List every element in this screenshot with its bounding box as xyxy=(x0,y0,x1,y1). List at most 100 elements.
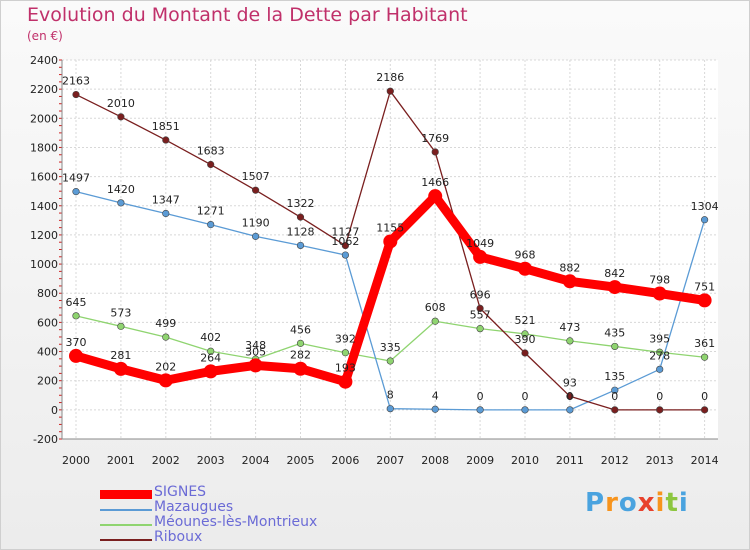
data-label: 696 xyxy=(470,288,491,301)
y-tick-label: 1600 xyxy=(30,171,58,184)
data-point xyxy=(293,361,308,376)
data-point xyxy=(338,374,353,389)
data-point xyxy=(566,406,574,414)
data-point xyxy=(700,353,709,361)
data-label: 1683 xyxy=(197,145,225,158)
data-label: 402 xyxy=(200,331,221,344)
data-label: 305 xyxy=(245,345,266,358)
y-tick-label: 200 xyxy=(37,375,58,388)
data-point xyxy=(162,209,170,218)
y-tick-label: 0 xyxy=(51,404,58,417)
legend-swatch-meounes xyxy=(100,524,152,526)
x-tick-label: 2013 xyxy=(646,454,674,467)
data-label: 2010 xyxy=(107,97,135,110)
legend-swatch-signes xyxy=(100,490,152,499)
data-point xyxy=(700,406,709,414)
data-point xyxy=(383,234,398,249)
data-label: 751 xyxy=(694,280,715,293)
data-label: 608 xyxy=(425,301,446,314)
data-point xyxy=(207,160,215,169)
chart-title: Evolution du Montant de la Dette par Hab… xyxy=(27,4,468,26)
logo-letter: x xyxy=(637,488,656,518)
chart-subtitle: (en €) xyxy=(27,29,63,43)
data-point xyxy=(72,90,80,99)
data-point xyxy=(117,322,125,330)
data-point xyxy=(117,199,125,207)
data-point xyxy=(611,342,619,351)
data-label: 499 xyxy=(155,317,176,330)
legend-label-riboux: Riboux xyxy=(154,529,203,545)
data-point xyxy=(521,349,529,357)
data-point xyxy=(158,373,173,388)
data-label: 282 xyxy=(290,349,311,362)
data-point xyxy=(72,312,80,320)
data-label: 0 xyxy=(701,390,708,403)
data-label: 557 xyxy=(470,309,491,322)
data-point xyxy=(476,325,484,333)
data-label: 882 xyxy=(559,261,580,274)
y-tick-label: 800 xyxy=(37,287,58,300)
data-label: 0 xyxy=(477,390,484,403)
data-point xyxy=(652,286,667,301)
data-label: 335 xyxy=(380,341,401,354)
data-point xyxy=(566,337,574,345)
data-point xyxy=(296,241,305,250)
data-point xyxy=(476,304,484,312)
data-label: 645 xyxy=(66,296,87,309)
data-label: 392 xyxy=(335,333,356,346)
data-point xyxy=(428,189,443,204)
data-point xyxy=(656,365,664,373)
data-point xyxy=(252,232,260,240)
data-label: 281 xyxy=(110,349,131,362)
data-label: 1062 xyxy=(331,235,359,248)
data-point xyxy=(607,280,622,295)
legend-swatch-mazaugues xyxy=(100,509,152,511)
x-tick-label: 2005 xyxy=(287,454,315,467)
data-label: 1466 xyxy=(421,176,449,189)
data-point xyxy=(248,358,263,373)
legend-label-signes: SIGNES xyxy=(154,484,207,500)
data-point xyxy=(656,348,664,356)
y-tick-label: 600 xyxy=(37,316,58,329)
data-label: 1322 xyxy=(287,197,315,210)
data-label: 390 xyxy=(515,333,536,346)
data-point xyxy=(207,220,215,229)
x-tick-label: 2003 xyxy=(197,454,225,467)
data-point xyxy=(341,251,350,259)
data-point xyxy=(518,261,532,276)
data-label: 278 xyxy=(649,349,670,362)
data-point xyxy=(162,136,170,144)
x-tick-label: 2010 xyxy=(511,454,539,467)
y-tick-label: 1000 xyxy=(30,258,58,271)
data-point xyxy=(656,406,664,414)
data-point xyxy=(69,348,83,363)
y-tick-label: 1400 xyxy=(30,200,58,213)
data-label: 842 xyxy=(604,267,625,280)
x-tick-label: 2002 xyxy=(152,454,180,467)
data-label: 968 xyxy=(515,249,536,262)
data-point xyxy=(203,364,218,379)
y-tick-label: 2000 xyxy=(30,112,58,125)
data-point xyxy=(562,274,577,289)
data-point xyxy=(431,148,439,156)
x-tick-label: 2000 xyxy=(62,454,90,467)
x-tick-label: 2008 xyxy=(421,454,449,467)
data-point xyxy=(431,317,439,325)
proxiti-logo: Proxiti xyxy=(585,488,689,518)
data-label: 93 xyxy=(563,376,577,389)
data-point xyxy=(341,349,350,357)
data-label: 0 xyxy=(656,390,663,403)
y-tick-label: -200 xyxy=(33,433,58,446)
data-label: 8 xyxy=(387,389,394,402)
data-label: 193 xyxy=(335,362,356,375)
logo-letter: t xyxy=(665,488,679,518)
data-label: 2163 xyxy=(62,75,90,88)
logo-letter: i xyxy=(678,488,689,518)
y-tick-label: 2400 xyxy=(30,54,58,67)
data-label: 1127 xyxy=(331,226,359,239)
data-point xyxy=(162,333,170,341)
data-label: 521 xyxy=(515,314,536,327)
data-label: 370 xyxy=(66,336,87,349)
y-tick-label: 2200 xyxy=(30,83,58,96)
x-tick-label: 2012 xyxy=(601,454,629,467)
